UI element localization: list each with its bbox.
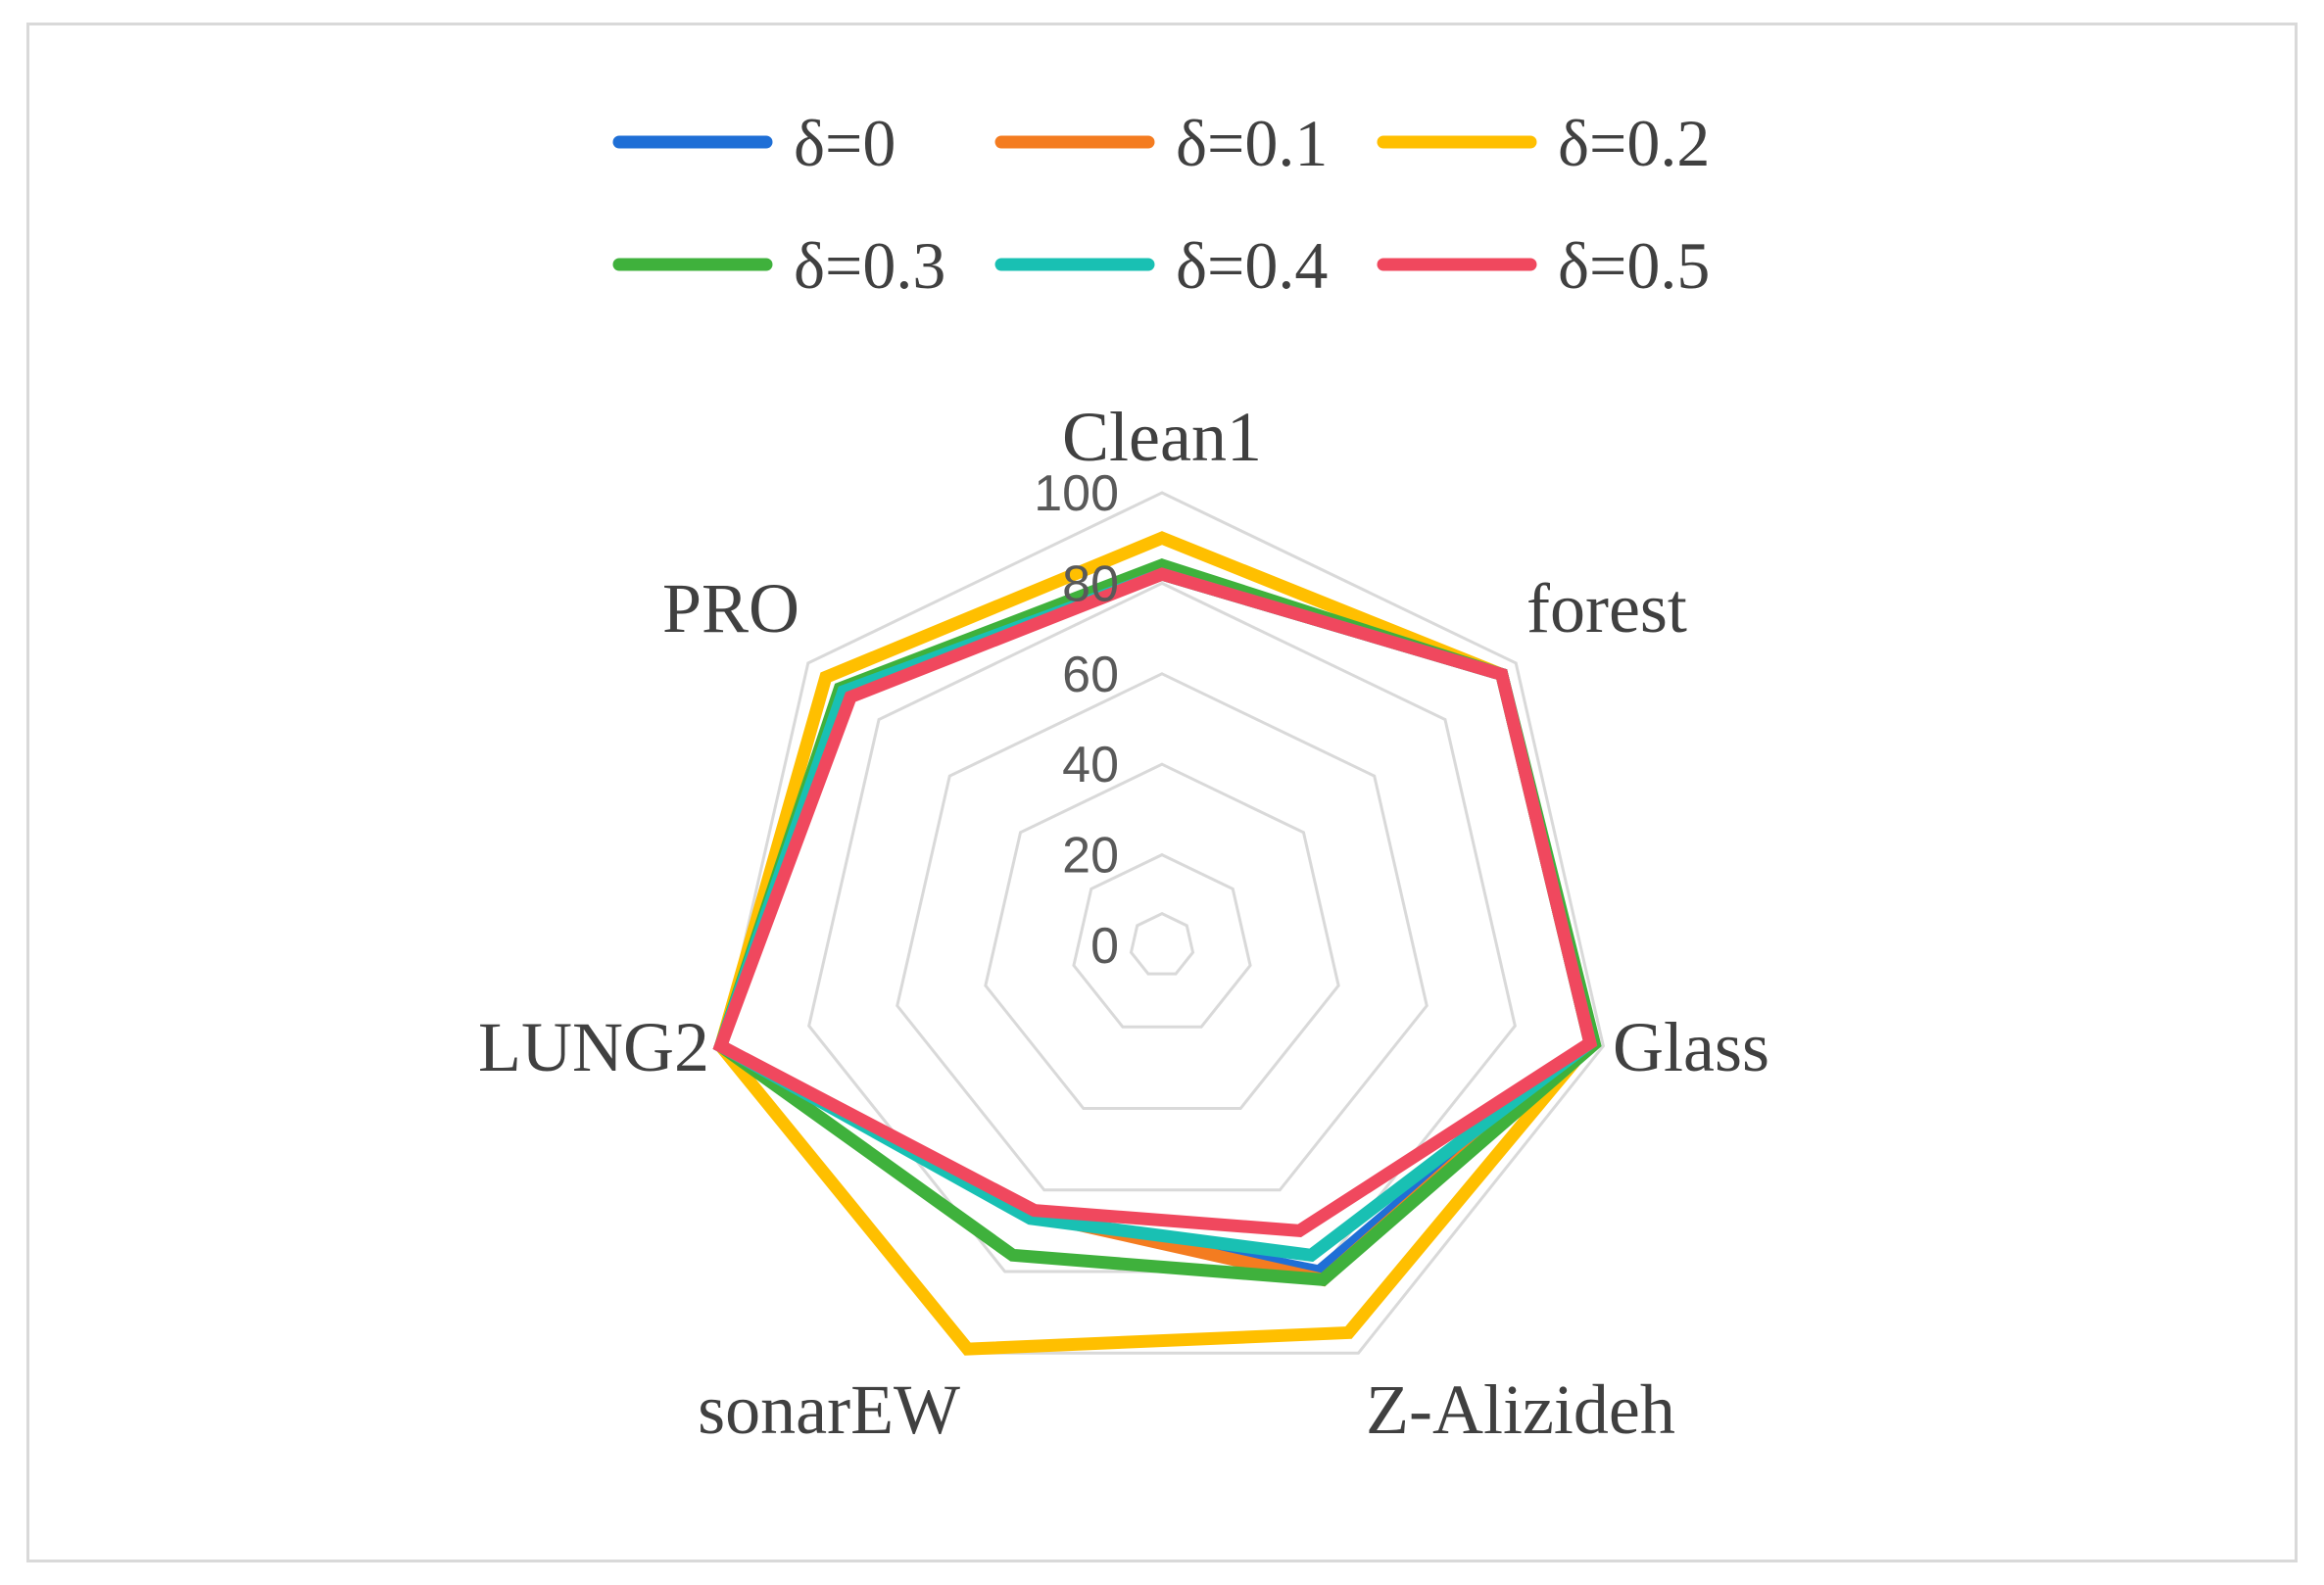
legend-label-4: δ=0.4 xyxy=(1176,228,1328,303)
grid-ring-3 xyxy=(896,672,1428,1192)
axis-label-sonarew: sonarEW xyxy=(698,1370,960,1449)
chart-frame xyxy=(26,23,2298,1562)
legend-item-4: δ=0.4 xyxy=(994,228,1328,303)
legend-item-1: δ=0.1 xyxy=(994,106,1328,180)
legend-label-5: δ=0.5 xyxy=(1558,228,1710,303)
legend-item-2: δ=0.2 xyxy=(1377,106,1710,180)
tick-label-100: 100 xyxy=(1034,465,1119,522)
tick-label-80: 80 xyxy=(1062,555,1119,612)
legend-item-0: δ=0 xyxy=(612,106,896,180)
series-line-5 xyxy=(712,567,1598,1238)
axis-label-forest: forest xyxy=(1526,569,1687,648)
legend-label-3: δ=0.3 xyxy=(794,228,945,303)
legend-label-1: δ=0.1 xyxy=(1176,106,1328,180)
grid-ring-1 xyxy=(1072,852,1252,1029)
axis-labels: Clean1 forest Glass Z-Alizideh sonarEW LUNG2 P… xyxy=(478,398,1769,1449)
axis-label-clean1: Clean1 xyxy=(1062,398,1262,476)
tick-label-20: 20 xyxy=(1062,828,1119,885)
legend-label-0: δ=0 xyxy=(794,106,896,180)
legend-item-5: δ=0.5 xyxy=(1377,228,1710,303)
tick-label-40: 40 xyxy=(1062,737,1119,793)
axis-label-glass: Glass xyxy=(1613,1008,1769,1086)
tick-label-60: 60 xyxy=(1062,647,1119,703)
axis-label-pro: PRO xyxy=(662,569,799,648)
legend-item-3: δ=0.3 xyxy=(612,228,945,303)
legend-label-2: δ=0.2 xyxy=(1558,106,1710,180)
tick-labels: 0 20 40 60 80 100 xyxy=(1034,465,1119,975)
grid-ring-5 xyxy=(718,491,1606,1355)
legend: δ=0 δ=0.1 δ=0.2 δ=0.3 δ=0.4 δ=0.5 xyxy=(612,106,1710,303)
tick-label-0: 0 xyxy=(1090,918,1119,975)
grid-ring-0 xyxy=(1129,911,1195,976)
radar-series xyxy=(712,531,1602,1356)
axis-label-lung2: LUNG2 xyxy=(478,1008,709,1086)
axis-label-z-alizideh: Z-Alizideh xyxy=(1366,1370,1675,1449)
grid-ring-2 xyxy=(984,762,1340,1110)
